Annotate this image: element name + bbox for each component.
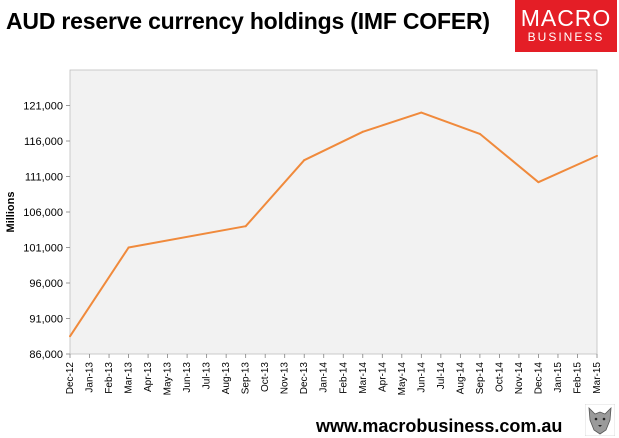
x-tick-label: Oct-13 [260, 362, 271, 392]
x-tick-label: Apr-14 [377, 362, 388, 392]
y-tick-label: 116,000 [24, 136, 63, 148]
macrobusiness-logo: MACRO BUSINESS [515, 0, 617, 52]
data-point-Mar-15 [596, 154, 598, 157]
data-point-Sep-13 [244, 225, 247, 228]
logo-line-2: BUSINESS [527, 30, 605, 44]
data-point-Sep-14 [478, 132, 481, 135]
x-tick-label: Jul-14 [436, 362, 447, 390]
footer-url: www.macrobusiness.com.au [316, 416, 563, 436]
x-tick-label: Dec-13 [299, 362, 310, 395]
y-tick-label: 121,000 [23, 101, 63, 113]
y-axis-label: Millions [5, 192, 17, 233]
y-tick-label: 86,000 [29, 349, 63, 361]
wolf-icon [585, 404, 615, 436]
x-tick-label: Mar-13 [124, 362, 135, 394]
data-point-Mar-13 [127, 246, 130, 249]
x-tick-label: May-14 [397, 362, 408, 396]
x-tick-label: Dec-14 [533, 362, 544, 395]
x-tick-label: Aug-14 [455, 362, 466, 395]
x-tick-label: Jun-13 [182, 362, 193, 393]
y-tick-label: 111,000 [25, 172, 63, 184]
data-point-Dec-12 [69, 335, 71, 338]
x-tick-label: Nov-13 [280, 362, 291, 395]
y-tick-label: 91,000 [29, 314, 63, 326]
x-tick-label: Sep-14 [475, 362, 486, 395]
x-tick-label: Jan-15 [553, 362, 564, 393]
x-tick-label: Feb-14 [338, 362, 349, 394]
data-point-Jun-14 [420, 111, 423, 114]
data-point-Mar-14 [361, 130, 364, 133]
x-tick-label: Jul-13 [202, 362, 213, 390]
x-tick-label: Aug-13 [221, 362, 232, 395]
x-axis: Dec-12 Jan-13 Feb-13 Mar-13 Apr-13 May-13 Jun-… [65, 354, 603, 395]
data-points [69, 111, 598, 338]
logo-line-1: MACRO [520, 5, 612, 31]
x-tick-label: Feb-15 [572, 362, 583, 394]
x-tick-label: Jan-14 [319, 362, 330, 393]
x-tick-label: Oct-14 [494, 362, 505, 392]
chart-title: AUD reserve currency holdings (IMF COFER… [6, 8, 490, 34]
x-tick-label: Mar-15 [592, 362, 603, 394]
y-tick-label: 96,000 [29, 278, 63, 290]
x-tick-label: Sep-13 [241, 362, 252, 395]
data-point-Dec-13 [303, 159, 306, 162]
x-tick-label: Apr-13 [143, 362, 154, 392]
y-tick-label: 106,000 [23, 207, 63, 219]
y-axis: 86,000 91,000 96,000 101,000 106,000 111,000 1… [23, 101, 70, 361]
x-tick-label: Feb-13 [104, 362, 115, 394]
x-tick-label: Jun-14 [416, 362, 427, 393]
x-tick-label: May-13 [163, 362, 174, 396]
x-tick-label: Nov-14 [514, 362, 525, 395]
data-point-Dec-14 [537, 181, 540, 184]
y-tick-label: 101,000 [23, 243, 63, 255]
x-tick-label: Dec-12 [65, 362, 76, 395]
x-tick-label: Jan-13 [85, 362, 96, 393]
plot-area [69, 69, 598, 355]
x-tick-label: Mar-14 [358, 362, 369, 394]
